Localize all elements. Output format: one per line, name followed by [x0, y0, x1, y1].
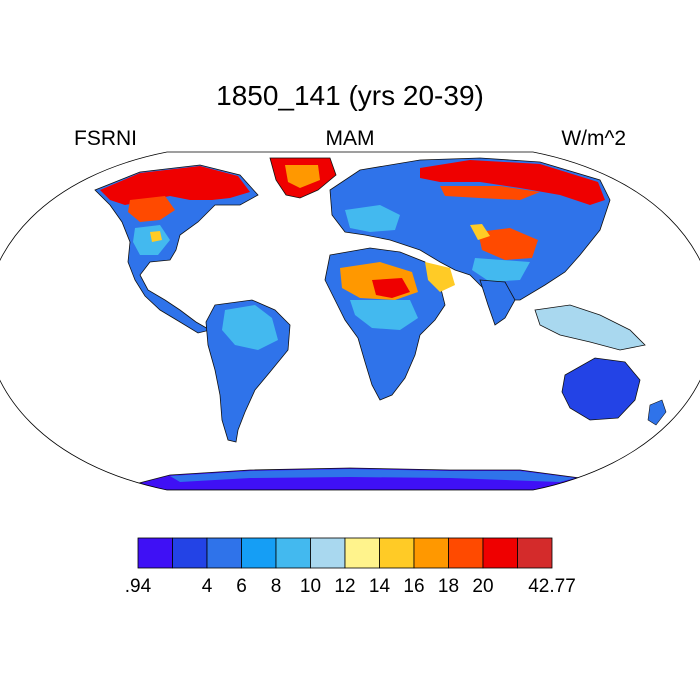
colorbar-label: 16: [403, 576, 424, 597]
colorbar-label: 6: [236, 576, 247, 597]
north-america-canada-warm: [128, 196, 175, 222]
central-asia-yellow: [470, 224, 490, 240]
maritime-se-asia: [534, 304, 646, 351]
colorbar-swatch: [310, 537, 346, 569]
greenland-warm: [285, 165, 320, 188]
colorbar-swatch: [344, 537, 380, 569]
colorbar-label: 14: [369, 576, 391, 597]
colorbar-swatch: [413, 537, 449, 569]
colorbar-swatch: [517, 537, 553, 569]
colorbar-label: .94: [125, 576, 152, 597]
season-label: MAM: [325, 127, 375, 150]
map-frame: [0, 151, 700, 491]
sahel-light: [350, 300, 418, 330]
map-title: 1850_141 (yrs 20-39): [216, 80, 484, 111]
colorbar-label: 10: [300, 576, 321, 597]
arabia-warm: [425, 262, 455, 292]
central-asia-hot: [478, 228, 538, 260]
colorbar-label: 8: [271, 576, 282, 597]
colorbar-swatch: [379, 537, 415, 569]
colorbar: .94 4 6 8 10 12 14 16 18 20 42.77: [125, 537, 576, 597]
tibet-light: [472, 258, 530, 282]
colorbar-label: 20: [472, 576, 493, 597]
colorbar-swatch: [241, 537, 277, 569]
south-america-light: [222, 305, 278, 350]
colorbar-swatch: [482, 537, 518, 569]
new-zealand: [647, 399, 667, 426]
australia: [561, 357, 641, 421]
colorbar-label: 42.77: [528, 576, 576, 597]
colorbar-swatch: [206, 537, 242, 569]
colorbar-swatch: [275, 537, 311, 569]
siberia-orange: [440, 186, 540, 200]
variable-label: FSRNI: [74, 127, 137, 150]
siberia-warm: [420, 160, 605, 205]
antarctica-coast: [170, 469, 575, 482]
colorbar-swatch: [448, 537, 484, 569]
north-america-light: [133, 225, 170, 255]
north-america-north-warm: [100, 166, 250, 205]
colorbar-swatch: [137, 537, 173, 569]
sahara-red: [372, 278, 410, 298]
india: [479, 279, 516, 326]
colorbar-label: 12: [334, 576, 355, 597]
land-field: [94, 157, 667, 490]
colorbar-label: 18: [438, 576, 459, 597]
colorbar-swatch: [172, 537, 208, 569]
europe-light: [345, 205, 400, 232]
colorbar-label: 4: [202, 576, 213, 597]
units-label: W/m^2: [561, 127, 626, 150]
north-america-warm-spot: [150, 231, 162, 242]
